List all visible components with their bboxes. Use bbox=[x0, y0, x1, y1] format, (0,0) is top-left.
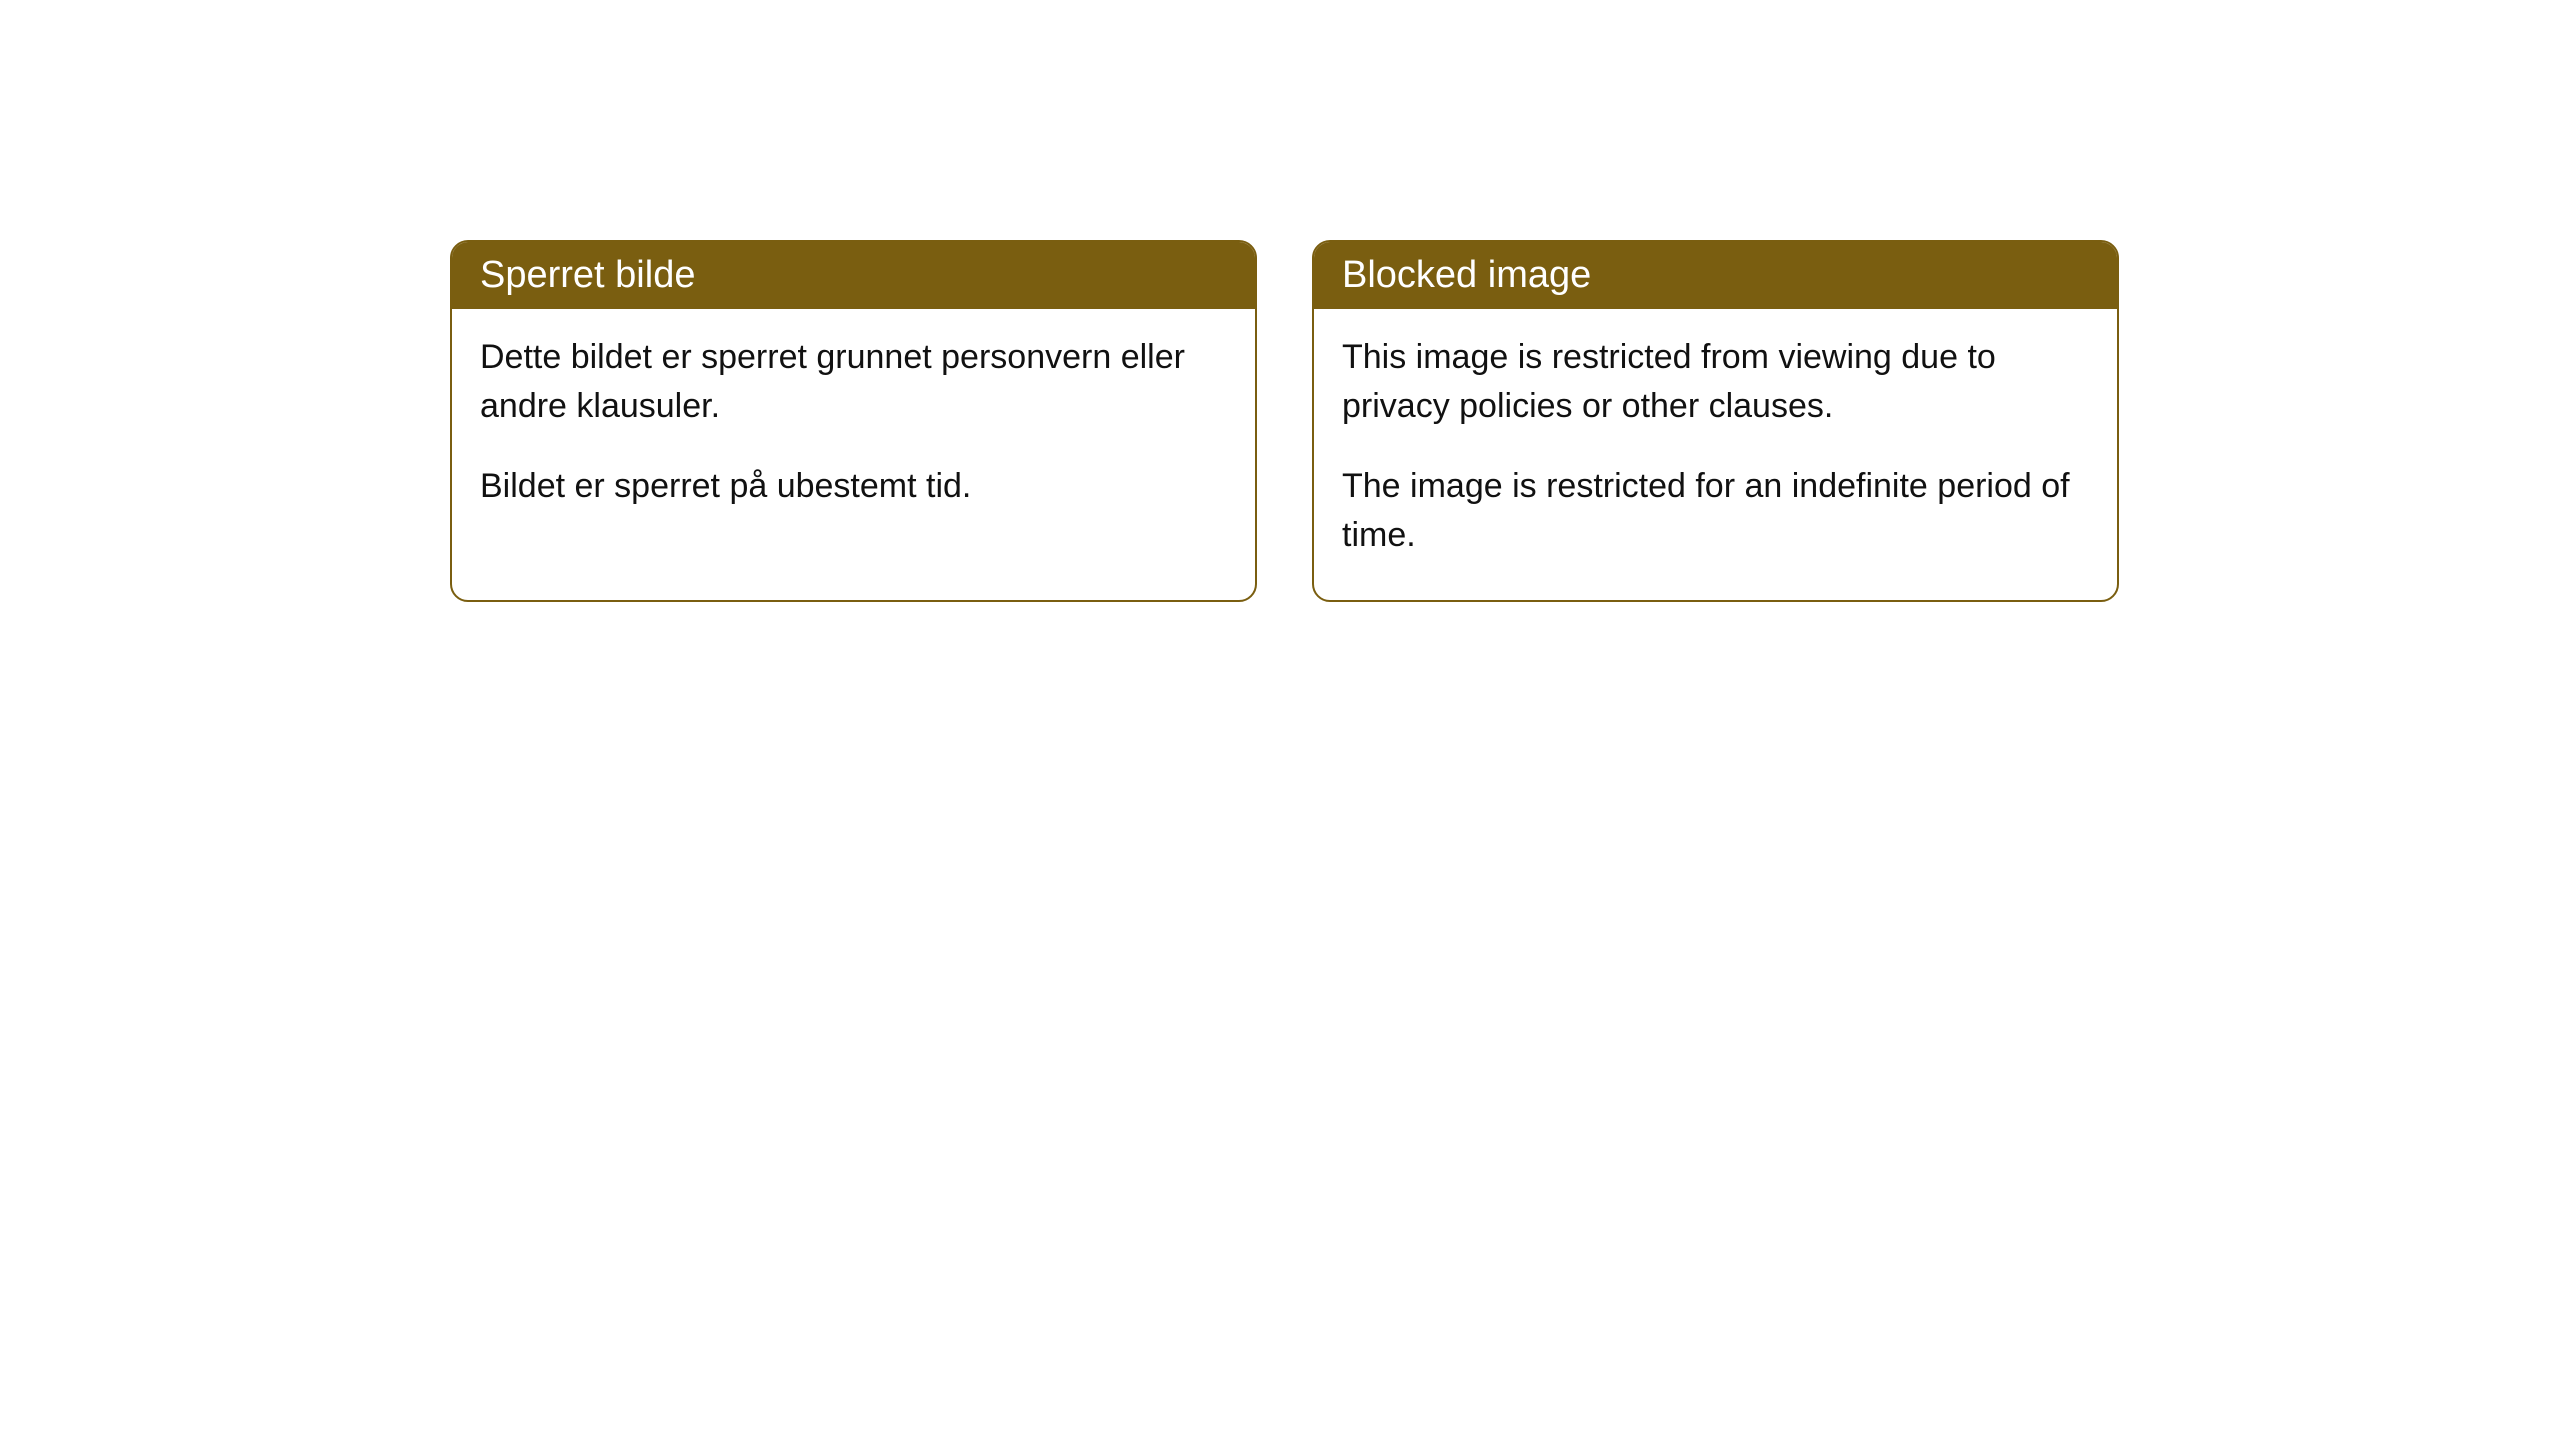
notice-card-container: Sperret bilde Dette bildet er sperret gr… bbox=[450, 240, 2119, 602]
card-header: Blocked image bbox=[1314, 242, 2117, 309]
notice-card-norwegian: Sperret bilde Dette bildet er sperret gr… bbox=[450, 240, 1257, 602]
card-body: This image is restricted from viewing du… bbox=[1314, 309, 2117, 600]
card-paragraph: Dette bildet er sperret grunnet personve… bbox=[480, 333, 1227, 432]
card-paragraph: The image is restricted for an indefinit… bbox=[1342, 462, 2089, 561]
card-paragraph: This image is restricted from viewing du… bbox=[1342, 333, 2089, 432]
card-body: Dette bildet er sperret grunnet personve… bbox=[452, 309, 1255, 551]
card-title: Sperret bilde bbox=[480, 254, 695, 296]
card-header: Sperret bilde bbox=[452, 242, 1255, 309]
notice-card-english: Blocked image This image is restricted f… bbox=[1312, 240, 2119, 602]
card-paragraph: Bildet er sperret på ubestemt tid. bbox=[480, 462, 1227, 511]
card-title: Blocked image bbox=[1342, 254, 1591, 296]
